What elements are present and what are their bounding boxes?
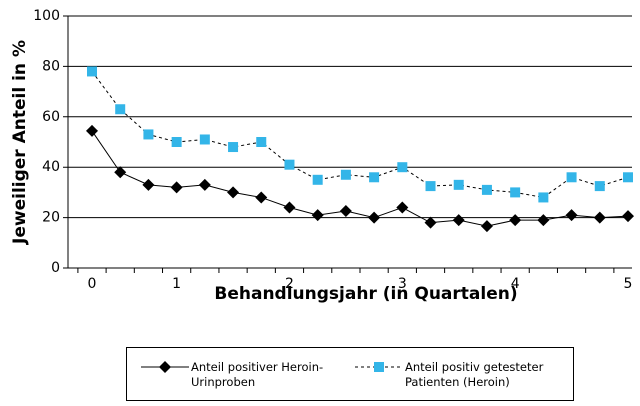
legend-marker	[159, 361, 171, 373]
point	[228, 142, 239, 153]
x-tick-label: 1	[172, 276, 181, 292]
y-tick-label: 80	[42, 58, 60, 74]
point	[199, 134, 210, 145]
point	[509, 214, 522, 227]
series-line	[91, 71, 629, 198]
legend-symbol	[141, 361, 189, 373]
y-axis-title: Jeweiliger Anteil in %	[10, 40, 30, 245]
legend-entry: Anteil positiv getesteter Patienten (Her…	[353, 360, 545, 390]
point	[198, 178, 211, 191]
point	[171, 137, 182, 147]
legend: Anteil positiver Heroin-Urinproben Anteil…	[126, 347, 574, 401]
point	[566, 172, 577, 183]
point	[256, 137, 267, 147]
point	[114, 166, 127, 179]
point	[115, 104, 126, 115]
point	[339, 205, 352, 218]
point	[284, 159, 295, 170]
point	[143, 129, 154, 140]
y-tick-label: 60	[42, 109, 60, 125]
point	[538, 192, 549, 203]
point	[453, 179, 464, 190]
y-tick-label: 40	[42, 159, 60, 175]
point	[87, 66, 97, 77]
point	[255, 191, 268, 204]
chart: Jeweiliger Anteil in % Behandlungsjahr (…	[10, 8, 634, 304]
point	[170, 181, 183, 194]
x-tick-label: 4	[511, 276, 520, 292]
point	[425, 181, 436, 192]
point	[311, 209, 324, 222]
point	[312, 174, 323, 185]
x-tick-label: 3	[398, 276, 407, 292]
point	[510, 187, 521, 198]
point	[481, 184, 492, 195]
point	[424, 216, 437, 229]
x-tick-label: 2	[285, 276, 294, 292]
point	[227, 186, 240, 199]
point	[397, 162, 408, 173]
x-tick-label: 5	[624, 276, 633, 292]
y-tick-label: 0	[51, 260, 60, 276]
point	[368, 211, 381, 224]
point	[621, 210, 634, 223]
point	[537, 214, 550, 227]
point	[86, 124, 98, 137]
legend-label: Anteil positiv getesteter Patienten (Her…	[405, 360, 544, 389]
point	[396, 201, 409, 214]
legend-label: Anteil positiver Heroin-Urinproben	[191, 360, 324, 389]
y-tick-label: 20	[42, 210, 60, 226]
point	[142, 178, 155, 191]
point	[593, 211, 606, 224]
x-axis-title: Behandlungsjahr (in Quartalen)	[214, 284, 517, 304]
point	[283, 201, 296, 214]
point	[480, 220, 493, 233]
y-tick-label: 100	[33, 8, 60, 24]
legend-entry: Anteil positiver Heroin-Urinproben	[139, 360, 331, 390]
legend-symbol	[355, 362, 403, 372]
point	[594, 181, 605, 192]
point	[369, 172, 380, 183]
point	[452, 214, 465, 227]
point	[340, 169, 351, 180]
point	[622, 172, 633, 183]
x-tick-label: 0	[88, 276, 97, 292]
legend-marker	[374, 362, 384, 372]
point	[565, 209, 578, 222]
